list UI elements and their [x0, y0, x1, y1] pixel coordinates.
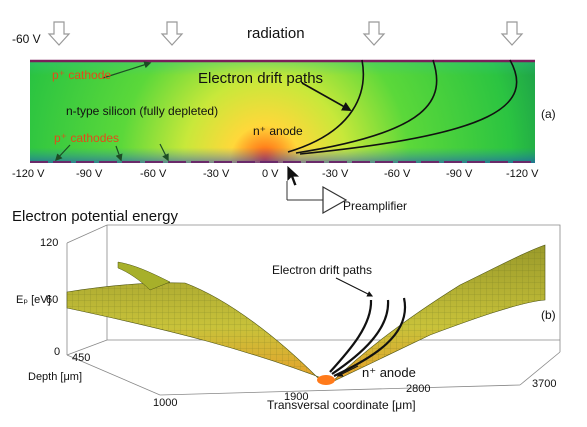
voltage-tick: -120 V [12, 168, 45, 180]
p-cathodes-label: p⁺ cathodes [54, 131, 120, 145]
preamplifier-label: Preamplifier [343, 199, 408, 213]
n-anode-label-b: n⁺ anode [362, 365, 416, 380]
x-tick: 1000 [153, 397, 178, 409]
voltage-tick: -30 V [322, 168, 349, 180]
potential-surface-plot [66, 224, 561, 396]
panel-a-tag: (a) [541, 107, 556, 121]
detector-cross-section [30, 59, 535, 163]
voltage-tick: 0 V [262, 168, 279, 180]
radiation-arrow-icon [500, 21, 524, 46]
panel-b-title: Electron potential energy [12, 208, 178, 225]
label-pointers [55, 61, 169, 162]
z-tick: 120 [40, 237, 59, 249]
radiation-arrows [47, 21, 524, 46]
radiation-arrow-icon [160, 21, 184, 46]
voltage-tick: -90 V [446, 168, 473, 180]
z-tick: 0 [54, 346, 61, 358]
n-type-silicon-label: n-type silicon (fully depleted) [66, 104, 219, 118]
cursor-icon [286, 164, 302, 187]
voltage-tick: -60 V [384, 168, 411, 180]
drift-paths-label-a: Electron drift paths [198, 70, 324, 87]
x-tick: 3700 [532, 378, 557, 390]
depth-axis-label: Depth [μm] [28, 371, 83, 383]
x-tick: 2800 [406, 383, 431, 395]
x-tick: 1900 [284, 391, 309, 403]
voltage-tick: -60 V [140, 168, 167, 180]
voltage-tick: -120 V [506, 168, 539, 180]
radiation-label: radiation [247, 25, 305, 42]
radiation-arrow-icon [362, 21, 386, 46]
amplifier-triangle-icon [322, 185, 348, 215]
n-anode-label-a: n⁺ anode [253, 124, 303, 138]
panel-b-tag: (b) [541, 308, 556, 322]
voltage-tick: -90 V [76, 168, 103, 180]
drift-paths-a [287, 59, 518, 155]
preamplifier-circuit [286, 164, 348, 215]
radiation-arrow-icon [47, 21, 71, 46]
drift-paths-label-b: Electron drift paths [272, 263, 373, 277]
top-voltage-label: -60 V [12, 32, 41, 46]
p-cathode-label: p⁺ cathode [52, 68, 112, 82]
x-axis-label: Transversal coordinate [μm] [267, 398, 416, 412]
z-tick: 60 [46, 294, 59, 306]
depth-tick: 450 [72, 352, 91, 364]
z-axis-label: Eₚ [eV] [16, 294, 51, 306]
voltage-tick: -30 V [203, 168, 230, 180]
